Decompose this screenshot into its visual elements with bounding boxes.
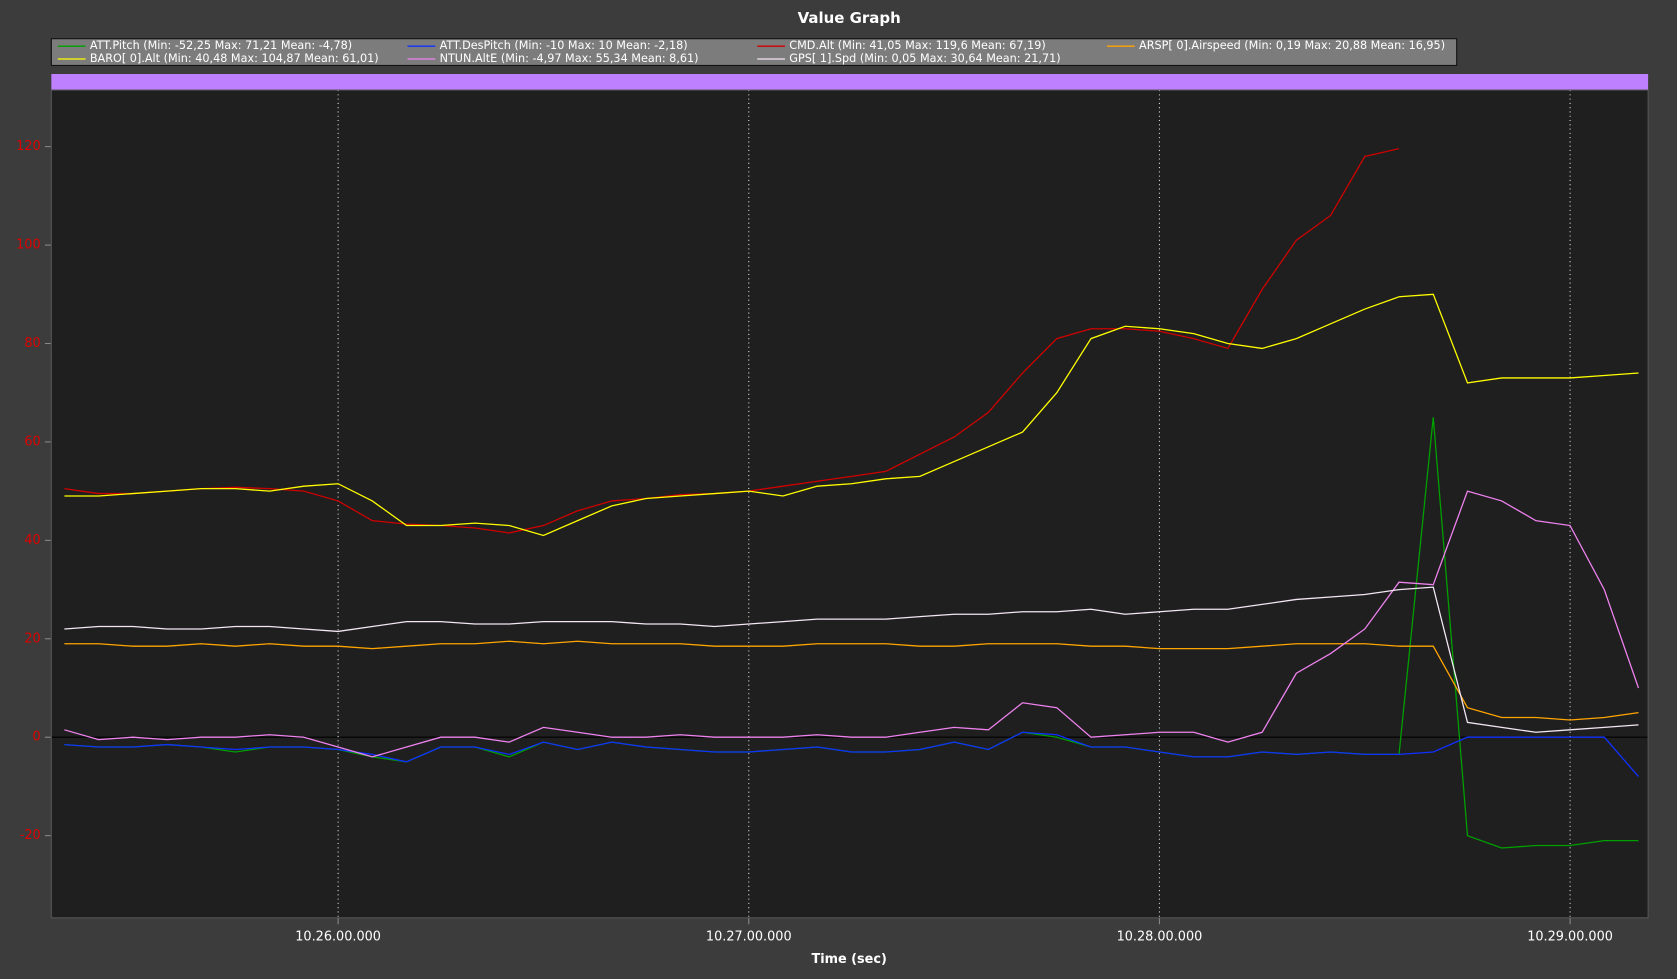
- y-tick-label: 100: [16, 238, 41, 253]
- lines: [64, 148, 1640, 849]
- y-tick-label: 40: [24, 533, 40, 548]
- legend-label: NTUN.AltE (Min: -4,97 Max: 55,34 Mean: 8…: [440, 52, 699, 65]
- chart-title: Value Graph: [798, 9, 901, 27]
- legend-label: GPS[ 1].Spd (Min: 0,05 Max: 30,64 Mean: …: [789, 52, 1060, 65]
- x-tick-label: 10.28.00.000: [1117, 930, 1203, 945]
- legend-label: ATT.Pitch (Min: -52,25 Max: 71,21 Mean: …: [90, 39, 352, 52]
- series-line: [64, 490, 1640, 758]
- x-tick-label: 10.27.00.000: [706, 930, 792, 945]
- y-tick-label: 60: [24, 434, 40, 449]
- legend-label: BARO[ 0].Alt (Min: 40,48 Max: 104,87 Mea…: [90, 52, 379, 65]
- legend-label: ARSP[ 0].Airspeed (Min: 0,19 Max: 20,88 …: [1139, 39, 1445, 52]
- series-line: [64, 640, 1639, 721]
- axes: -20 0 20 40 60 80 100 120 10.26.00.000 10.27.00.0…: [16, 89, 1649, 945]
- x-tick-label: 10.26.00.000: [295, 930, 381, 945]
- series-line: [64, 731, 1639, 777]
- y-tick-label: 80: [24, 336, 40, 351]
- legend: ATT.Pitch (Min: -52,25 Max: 71,21 Mean: …: [57, 39, 1445, 65]
- series-line: [64, 293, 1639, 537]
- y-tick-label: 0: [32, 730, 40, 745]
- plot-frame: [50, 89, 1649, 919]
- series-line: [64, 586, 1639, 733]
- legend-box: [50, 38, 1458, 66]
- mode-band: [51, 73, 1649, 91]
- legend-label: ATT.DesPitch (Min: -10 Max: 10 Mean: -2,…: [440, 39, 688, 52]
- y-tick-label: -20: [20, 828, 41, 843]
- x-tick-label: 10.29.00.000: [1527, 930, 1613, 945]
- x-axis-title: Time (sec): [812, 952, 887, 967]
- y-tick-label: 20: [24, 631, 40, 646]
- legend-label: CMD.Alt (Min: 41,05 Max: 119,6 Mean: 67,…: [789, 39, 1045, 52]
- plot-area: [51, 90, 1649, 918]
- y-tick-label: 120: [16, 139, 41, 154]
